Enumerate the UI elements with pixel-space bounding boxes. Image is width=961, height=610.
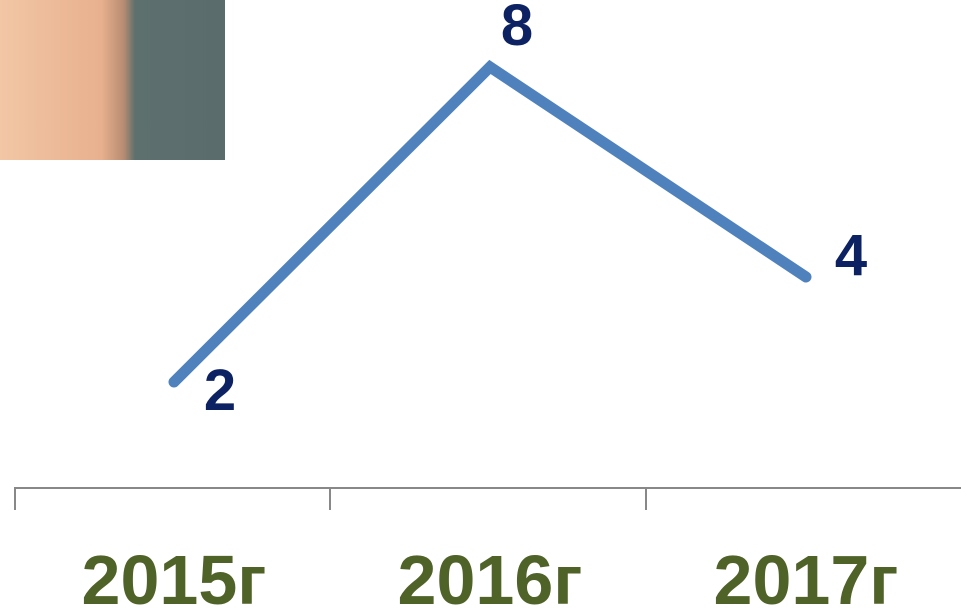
- page: 2015г2016г2017г284 (() => { const data =…: [0, 0, 961, 610]
- data-line: [174, 67, 806, 382]
- data-label: 8: [501, 0, 533, 58]
- x-tick-label: 2016г: [398, 541, 583, 610]
- x-tick-label: 2015г: [82, 541, 267, 610]
- x-tick-label: 2017г: [714, 541, 899, 610]
- photo: [0, 0, 225, 160]
- data-label: 4: [835, 223, 867, 288]
- data-label: 2: [204, 358, 236, 423]
- chart: 2015г 2016г 2017г 2 8 4: [0, 0, 961, 610]
